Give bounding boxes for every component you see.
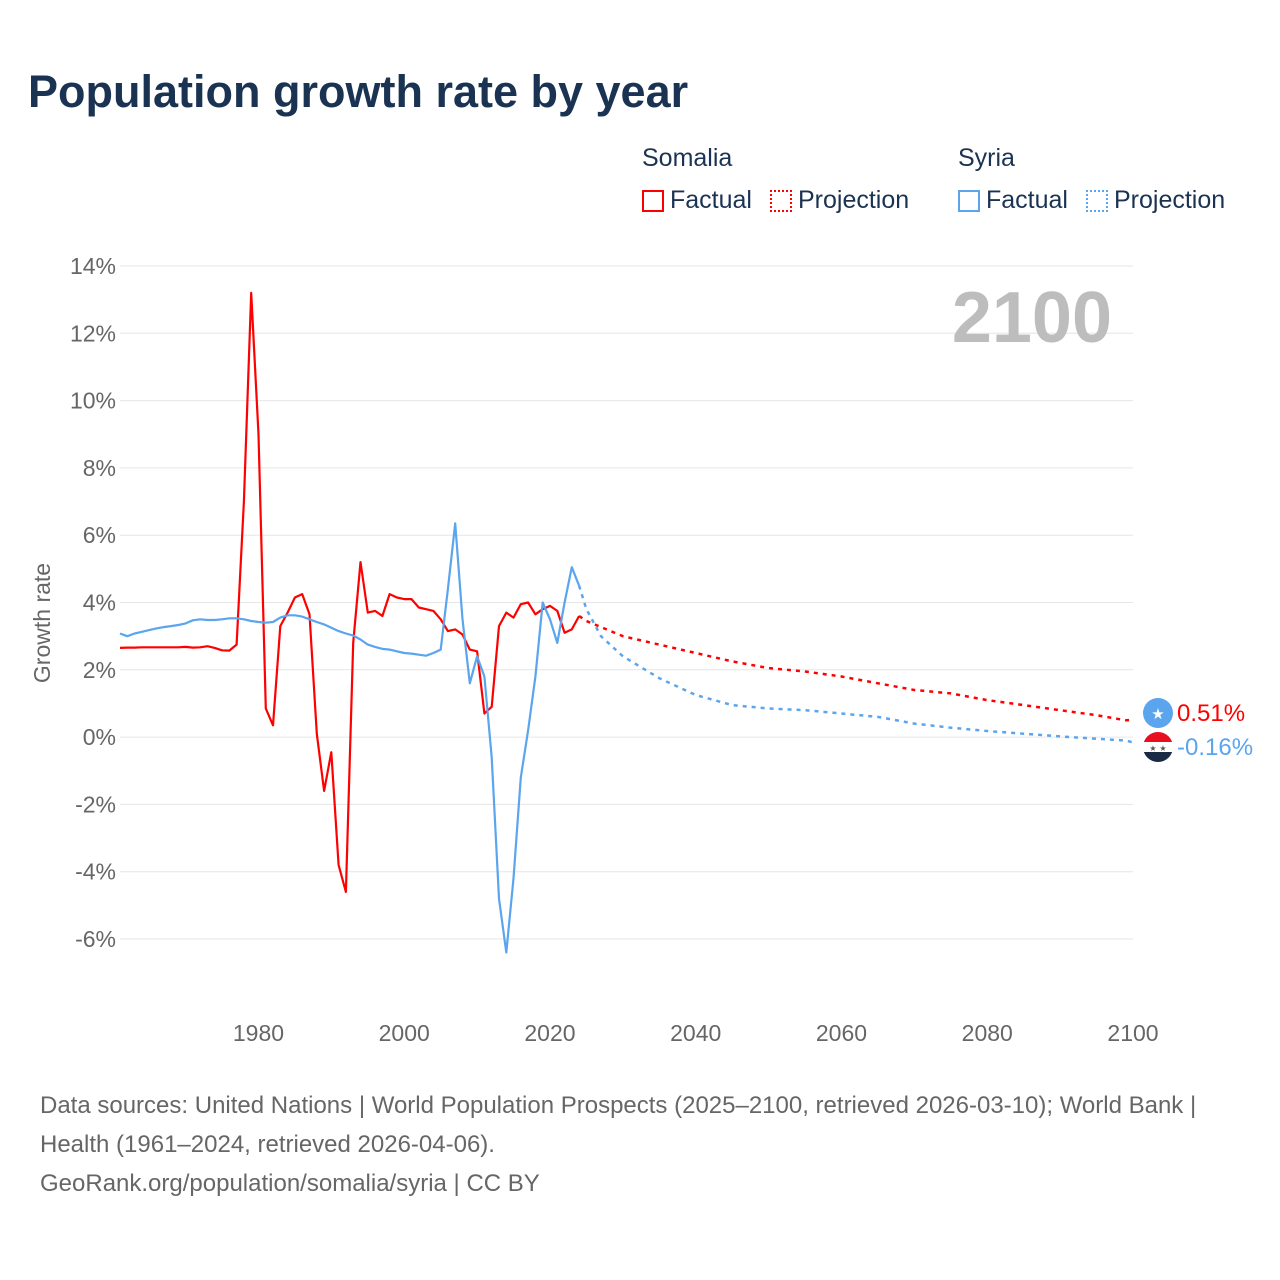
legend-item-somalia-factual[interactable]: Factual: [642, 186, 752, 215]
footer: Data sources: United Nations | World Pop…: [40, 1086, 1240, 1203]
legend-label: Factual: [670, 186, 752, 214]
syria-flag-icon: ★ ★: [1143, 732, 1173, 762]
x-tick-label: 2100: [1107, 1020, 1158, 1046]
legend-swatch-solid: [642, 189, 664, 212]
legend-swatch-dotted: [769, 189, 792, 212]
somalia-projection-line: [578, 614, 1134, 722]
legend-item-somalia-projection[interactable]: Projection: [769, 186, 910, 215]
syria-end-value: -0.16%: [1177, 734, 1253, 761]
y-tick-label: 14%: [70, 253, 116, 279]
data-sources: Data sources: United Nations | World Pop…: [40, 1092, 1197, 1158]
x-tick-label: 2060: [816, 1020, 867, 1046]
legend-swatch-solid: [958, 189, 980, 212]
y-tick-label: -2%: [75, 791, 116, 817]
legend-swatch-dotted: [1085, 189, 1108, 212]
syria-factual-line: [119, 522, 581, 954]
legend-item-syria-factual[interactable]: Factual: [958, 186, 1068, 215]
credit-link[interactable]: GeoRank.org/population/somalia/syria | C…: [40, 1170, 540, 1197]
x-tick-label: 1980: [233, 1020, 284, 1046]
y-tick-label: -4%: [75, 859, 116, 885]
y-tick-label: 2%: [83, 657, 116, 683]
y-tick-label: 0%: [83, 724, 116, 750]
somalia-factual-line: [119, 291, 581, 894]
x-tick-label: 2020: [524, 1020, 575, 1046]
legend-label: Projection: [1113, 186, 1226, 214]
flag-stripe-black: [1143, 752, 1173, 762]
legend-group-title: Syria: [958, 144, 1015, 172]
flag-stripe-red: [1143, 732, 1173, 742]
chart-title: Population growth rate by year: [28, 66, 689, 117]
x-tick-label: 2000: [379, 1020, 430, 1046]
y-axis-ticks: 14% 12% 10% 8% 6% 4% 2% 0% -2% -4% -6%: [70, 253, 116, 952]
y-axis-label: Growth rate: [29, 563, 55, 683]
gridlines: [120, 265, 1133, 940]
star-icon: ★: [1149, 744, 1156, 753]
y-tick-label: 8%: [83, 455, 116, 481]
star-icon: ★: [1159, 744, 1166, 753]
y-tick-label: 10%: [70, 388, 116, 414]
x-tick-label: 2040: [670, 1020, 721, 1046]
y-tick-label: 12%: [70, 320, 116, 346]
legend-group-somalia: Somalia Factual Projection: [642, 144, 909, 215]
legend-label: Factual: [986, 186, 1068, 214]
y-tick-label: 4%: [83, 590, 116, 616]
y-tick-label: 6%: [83, 522, 116, 548]
somalia-flag-icon: ★: [1143, 698, 1173, 728]
syria-projection-line: [577, 585, 1134, 744]
somalia-end-value: 0.51%: [1177, 700, 1245, 727]
legend-group-syria: Syria Factual Projection: [958, 144, 1225, 215]
star-icon: ★: [1151, 706, 1164, 723]
y-tick-label: -6%: [75, 926, 116, 952]
flag-background: [1143, 698, 1173, 728]
current-year-label: 2100: [952, 278, 1112, 358]
x-tick-label: 2080: [962, 1020, 1013, 1046]
series-end-markers: ★★ ★0.51%-0.16%: [1143, 698, 1253, 762]
legend-label: Projection: [797, 186, 910, 214]
legend-group-title: Somalia: [642, 144, 733, 172]
flag-stripe-white: [1143, 742, 1173, 752]
series-lines: [119, 291, 1134, 954]
x-axis-ticks: 1980 2000 2020 2040 2060 2080 2100: [233, 1020, 1159, 1046]
legend-item-syria-projection[interactable]: Projection: [1085, 186, 1226, 215]
